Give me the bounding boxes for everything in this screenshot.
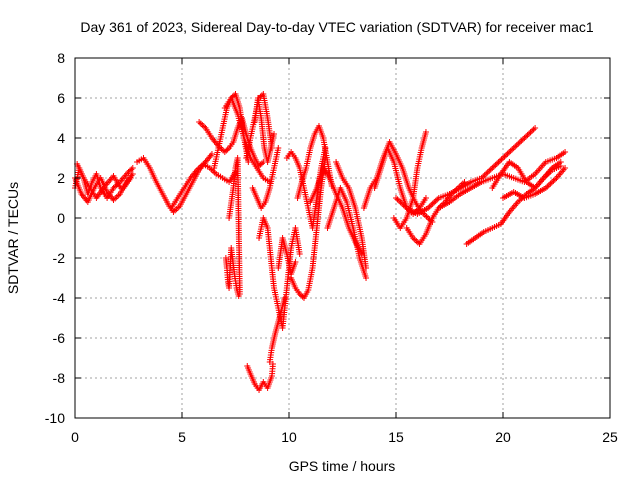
y-tick-label: -6 (53, 330, 66, 346)
series-arc-15 (244, 361, 276, 393)
series-arc-13 (249, 145, 282, 211)
x-tick-label: 20 (495, 429, 511, 445)
series-arc-32 (500, 165, 569, 201)
series-arc-03 (74, 161, 134, 201)
series-arc-22 (324, 185, 370, 281)
data-point-marker (126, 167, 133, 174)
series-arc-31 (489, 159, 564, 191)
series-arc-10 (222, 245, 242, 299)
data-point-marker (221, 149, 228, 155)
data-point-marker (292, 259, 299, 265)
data-point-marker (128, 166, 135, 173)
data-point-marker (296, 291, 303, 297)
data-point-marker (223, 147, 230, 154)
y-tick-label: 0 (57, 210, 65, 226)
data-point-marker (129, 171, 136, 177)
data-point-marker (127, 175, 134, 181)
y-axis-label: SDTVAR / TECUs (5, 182, 21, 294)
data-point-marker (257, 161, 264, 168)
plot-series (72, 91, 569, 393)
y-tick-label: -2 (53, 250, 66, 266)
grid (75, 58, 610, 418)
x-tick-label: 25 (602, 429, 618, 445)
series-arc-04 (134, 151, 215, 215)
y-tick-label: 2 (57, 170, 65, 186)
y-tick-label: -8 (53, 370, 66, 386)
x-axis-label: GPS time / hours (289, 458, 396, 474)
series-arc-30 (463, 159, 564, 247)
data-point-marker (562, 165, 569, 171)
series-arc-26 (390, 129, 429, 231)
y-tick-label: 8 (57, 50, 65, 66)
data-point-marker (275, 145, 282, 151)
series-arc-17 (275, 235, 299, 277)
x-tick-label: 10 (281, 429, 297, 445)
x-tick-label: 5 (178, 429, 186, 445)
x-tick-label: 0 (71, 429, 79, 445)
plot-frame (74, 57, 611, 419)
data-point-marker (235, 293, 242, 299)
series-arc-12 (251, 95, 278, 165)
series-arc-20 (294, 123, 335, 201)
data-point-marker (269, 361, 276, 367)
y-tick-label: 6 (57, 90, 65, 106)
data-point-marker (229, 93, 236, 100)
data-point-marker (258, 160, 265, 167)
data-point-marker (557, 163, 564, 169)
chart-title: Day 361 of 2023, Sidereal Day-to-day VTE… (80, 19, 593, 35)
data-point-marker (532, 125, 539, 131)
y-tick-label: -10 (45, 410, 65, 426)
data-point-marker (562, 149, 569, 155)
data-point-marker (281, 295, 288, 301)
data-point-marker (363, 265, 370, 271)
data-point-marker (224, 146, 231, 153)
axis-ticks: 0 5 10 15 20 25 -10 -8 -6 -4 -2 0 2 4 6 8 (45, 50, 618, 445)
data-point-marker (363, 275, 370, 281)
data-point-marker (125, 169, 132, 175)
data-point-marker (298, 292, 305, 299)
series-arc-23 (333, 159, 370, 271)
data-point-marker (422, 129, 429, 135)
y-tick-label: -4 (53, 290, 66, 306)
series-arc-08 (221, 95, 273, 185)
series-arc-28 (393, 125, 539, 217)
data-point-marker (208, 151, 215, 157)
series-arc-09 (226, 155, 243, 297)
x-tick-label: 15 (388, 429, 404, 445)
data-point-marker (422, 195, 429, 201)
y-tick-label: 4 (57, 130, 65, 146)
data-point-marker (271, 131, 278, 137)
data-point-marker (129, 165, 136, 171)
series-arc-16 (266, 295, 288, 365)
data-point-marker (296, 251, 303, 257)
series-arc-14 (256, 215, 303, 331)
